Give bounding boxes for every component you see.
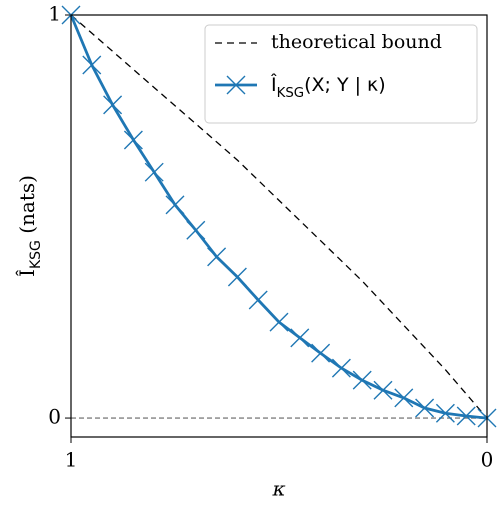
y-axis-label: ÎKSG (nats) <box>15 175 45 277</box>
marker <box>103 95 123 115</box>
plot-frame <box>70 14 488 438</box>
x-tick-label: 1 <box>65 448 78 472</box>
x-axis-label: κ <box>271 477 285 501</box>
marker <box>165 195 185 215</box>
legend: theoretical bound ÎKSG(X; Y | κ) <box>204 24 478 124</box>
marker <box>248 290 268 310</box>
marker <box>144 162 164 182</box>
marker <box>82 55 102 75</box>
marker <box>373 380 393 400</box>
y-tick-label: 1 <box>48 2 61 26</box>
marker <box>415 398 435 418</box>
marker <box>227 267 247 287</box>
marker <box>435 403 455 423</box>
marker <box>311 343 331 363</box>
marker <box>123 130 143 150</box>
y-tick-label: 0 <box>48 405 61 429</box>
marker <box>269 312 289 332</box>
marker <box>352 370 372 390</box>
series-line <box>70 14 488 419</box>
marker <box>394 388 414 408</box>
marker <box>290 328 310 348</box>
marker <box>331 358 351 378</box>
marker <box>456 406 476 426</box>
marker <box>186 220 206 240</box>
legend-label: ÎKSG(X; Y | κ) <box>270 73 386 101</box>
marker <box>207 247 227 267</box>
legend-label: theoretical bound <box>271 31 442 53</box>
legend-marker <box>226 75 246 95</box>
x-tick-label: 0 <box>481 448 494 472</box>
legend-box <box>204 24 478 124</box>
